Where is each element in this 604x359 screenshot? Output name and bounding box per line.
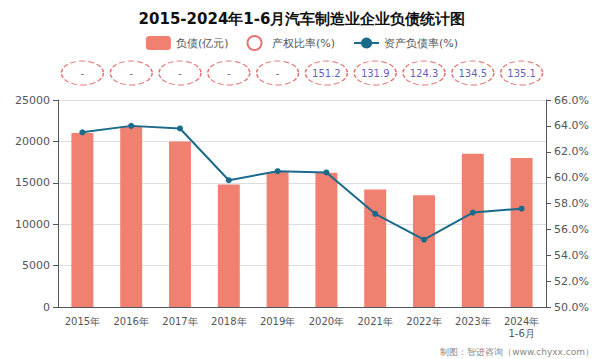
svg-text:5000: 5000 [22,259,50,272]
svg-text:20000: 20000 [15,135,50,148]
svg-text:64.0%: 64.0% [554,119,589,132]
svg-text:1-6月: 1-6月 [508,328,534,339]
svg-text:-: - [227,68,231,79]
svg-text:2017年: 2017年 [162,316,197,327]
svg-text:2018年: 2018年 [211,316,246,327]
svg-text:2023年: 2023年 [455,316,490,327]
svg-text:134.5: 134.5 [458,68,487,79]
svg-text:62.0%: 62.0% [554,145,589,158]
svg-text:58.0%: 58.0% [554,197,589,210]
svg-text:负债(亿元): 负债(亿元) [176,37,229,50]
svg-text:制图：智进咨询（www.chyxx.com）: 制图：智进咨询（www.chyxx.com） [440,347,594,357]
svg-text:50.0%: 50.0% [554,301,589,314]
svg-text:2021年: 2021年 [357,316,392,327]
svg-text:-: - [81,68,85,79]
svg-text:2020年: 2020年 [309,316,344,327]
svg-text:52.0%: 52.0% [554,275,589,288]
svg-text:2016年: 2016年 [113,316,148,327]
svg-text:66.0%: 66.0% [554,94,589,107]
svg-text:2015-2024年1-6月汽车制造业企业负债统计图: 2015-2024年1-6月汽车制造业企业负债统计图 [139,10,466,28]
svg-text:2024年: 2024年 [504,316,539,327]
svg-text:0: 0 [43,301,50,314]
svg-text:131.9: 131.9 [361,68,390,79]
svg-text:2019年: 2019年 [260,316,295,327]
svg-text:-: - [178,68,182,79]
svg-text:15000: 15000 [15,176,50,189]
svg-text:25000: 25000 [15,94,50,107]
svg-text:10000: 10000 [15,218,50,231]
svg-text:151.2: 151.2 [312,68,341,79]
svg-text:资产负债率(%): 资产负债率(%) [384,37,458,50]
svg-text:60.0%: 60.0% [554,171,589,184]
svg-text:124.3: 124.3 [410,68,439,79]
svg-text:产权比率(%): 产权比率(%) [272,37,335,50]
svg-text:2022年: 2022年 [406,316,441,327]
svg-text:135.1: 135.1 [507,68,536,79]
svg-text:2015年: 2015年 [65,316,100,327]
svg-text:54.0%: 54.0% [554,249,589,262]
svg-text:56.0%: 56.0% [554,223,589,236]
svg-text:-: - [276,68,280,79]
svg-text:-: - [129,68,133,79]
